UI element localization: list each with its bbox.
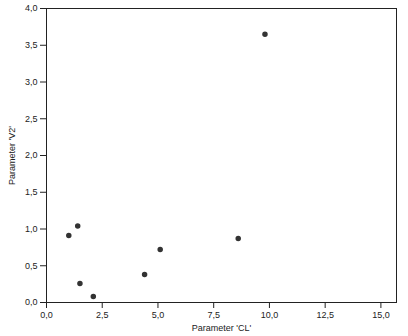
- svg-text:0,0: 0,0: [25, 297, 38, 307]
- svg-text:Parameter 'V2': Parameter 'V2': [7, 126, 17, 185]
- svg-text:5,0: 5,0: [152, 310, 165, 320]
- svg-text:15,0: 15,0: [372, 310, 390, 320]
- svg-text:2,5: 2,5: [96, 310, 109, 320]
- svg-text:0,5: 0,5: [25, 261, 38, 271]
- svg-text:7,5: 7,5: [207, 310, 220, 320]
- svg-text:1,5: 1,5: [25, 187, 38, 197]
- svg-text:1,0: 1,0: [25, 224, 38, 234]
- svg-text:10,0: 10,0: [261, 310, 279, 320]
- svg-text:2,5: 2,5: [25, 114, 38, 124]
- svg-text:12,5: 12,5: [316, 310, 334, 320]
- svg-text:0,0: 0,0: [40, 310, 53, 320]
- svg-text:2,0: 2,0: [25, 150, 38, 160]
- svg-text:3,5: 3,5: [25, 40, 38, 50]
- svg-text:4,0: 4,0: [25, 3, 38, 13]
- svg-text:3,0: 3,0: [25, 77, 38, 87]
- svg-text:Parameter 'CL': Parameter 'CL': [192, 323, 252, 333]
